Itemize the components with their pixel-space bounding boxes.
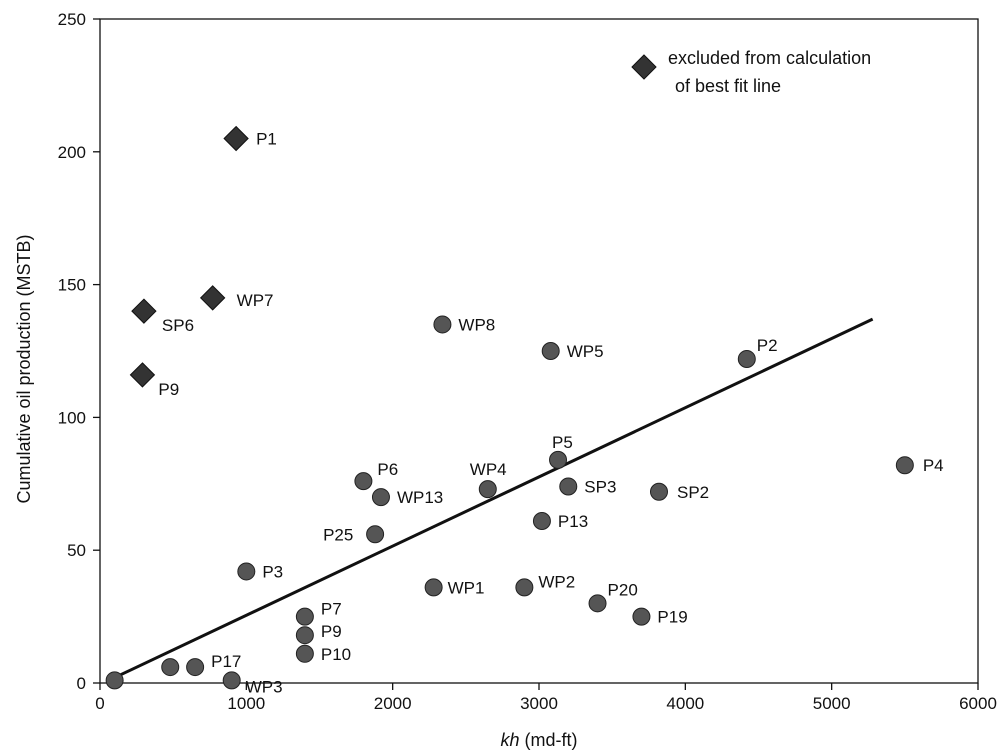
data-point-circle [549, 450, 568, 469]
point-label: WP5 [567, 342, 604, 361]
data-point-circle [737, 349, 756, 368]
x-tick-label: 3000 [520, 694, 558, 713]
data-point-circle [433, 315, 452, 334]
data-point-circle [559, 477, 578, 496]
data-point-circle [161, 658, 180, 677]
data-point-circle [515, 578, 534, 597]
x-axis-title-italic: kh [500, 730, 519, 750]
best-fit-line-group [108, 317, 874, 682]
point-label: P25 [323, 525, 353, 544]
y-tick-label: 150 [58, 276, 86, 295]
legend-text-line2: of best fit line [675, 76, 781, 96]
point-label: P9 [321, 622, 342, 641]
point-label: SP3 [584, 477, 616, 496]
data-point-circle [632, 607, 651, 626]
point-label: WP7 [237, 291, 274, 310]
data-point-circle [532, 511, 551, 530]
x-tick-label: 4000 [666, 694, 704, 713]
point-label: P5 [552, 433, 573, 452]
data-point-circle [588, 594, 607, 613]
data-point-circle [295, 644, 314, 663]
data-point-circle [649, 482, 668, 501]
data-point-diamond [129, 362, 156, 388]
point-label: SP6 [162, 316, 194, 335]
data-point-circle [237, 562, 256, 581]
x-tick-label: 0 [95, 694, 104, 713]
legend-diamond-marker [631, 54, 657, 80]
point-label: WP4 [470, 460, 507, 479]
y-tick-label: 50 [67, 541, 86, 560]
point-label: P1 [256, 130, 277, 149]
x-tick-label: 2000 [374, 694, 412, 713]
point-label: P13 [558, 512, 588, 531]
data-point-circle [366, 525, 385, 544]
point-label: P20 [608, 580, 638, 599]
y-tick-label: 250 [58, 10, 86, 29]
data-point-diamond [223, 125, 249, 152]
point-label: P9 [158, 380, 179, 399]
data-point-circle [295, 626, 314, 645]
point-label: WP2 [538, 572, 575, 591]
data-point-diamond [199, 285, 226, 311]
data-point-circle [295, 607, 314, 626]
best-fit-line [108, 317, 874, 682]
legend: excluded from calculation of best fit li… [631, 48, 871, 96]
y-tick-label: 100 [58, 408, 86, 427]
x-tick-label: 1000 [227, 694, 265, 713]
point-label: WP3 [246, 677, 283, 696]
data-points: P17 WP3 P3 P7 P9 P10 P6 WP13 P25 WP1 WP8 WP4 WP2 P13 W… [105, 125, 944, 696]
x-tick-label: 5000 [813, 694, 851, 713]
data-point-circle [222, 671, 241, 690]
data-point-circle [478, 480, 497, 499]
y-axis-title: Cumulative oil production (MSTB) [14, 234, 34, 503]
data-point-circle [371, 488, 390, 507]
y-tick-label: 200 [58, 143, 86, 162]
point-label: P3 [262, 562, 283, 581]
point-label: P4 [923, 456, 944, 475]
y-tick-label: 0 [77, 674, 86, 693]
data-point-circle [895, 456, 914, 475]
point-label: WP8 [458, 315, 495, 334]
x-axis-title: kh (md-ft) [500, 730, 577, 750]
point-label: WP1 [448, 578, 485, 597]
point-label: SP2 [677, 483, 709, 502]
legend-text-line1: excluded from calculation [668, 48, 871, 68]
axes: 0 1000 2000 3000 4000 5000 6000 0 50 100 150 200 250 [58, 10, 997, 713]
data-point-diamond [131, 298, 157, 324]
data-point-circle [424, 578, 443, 597]
data-point-circle [354, 472, 373, 491]
point-label: P7 [321, 600, 342, 619]
x-tick-label: 6000 [959, 694, 997, 713]
point-label: WP13 [397, 488, 443, 507]
point-label: P19 [657, 608, 687, 627]
x-axis-title-unit: (md-ft) [520, 730, 578, 750]
data-point-circle [541, 342, 560, 360]
point-label: P2 [757, 336, 778, 355]
point-label: P10 [321, 645, 351, 664]
data-point-circle [186, 658, 205, 677]
data-point-circle [105, 671, 124, 690]
point-label: P6 [377, 460, 398, 479]
point-label: P17 [211, 652, 241, 671]
